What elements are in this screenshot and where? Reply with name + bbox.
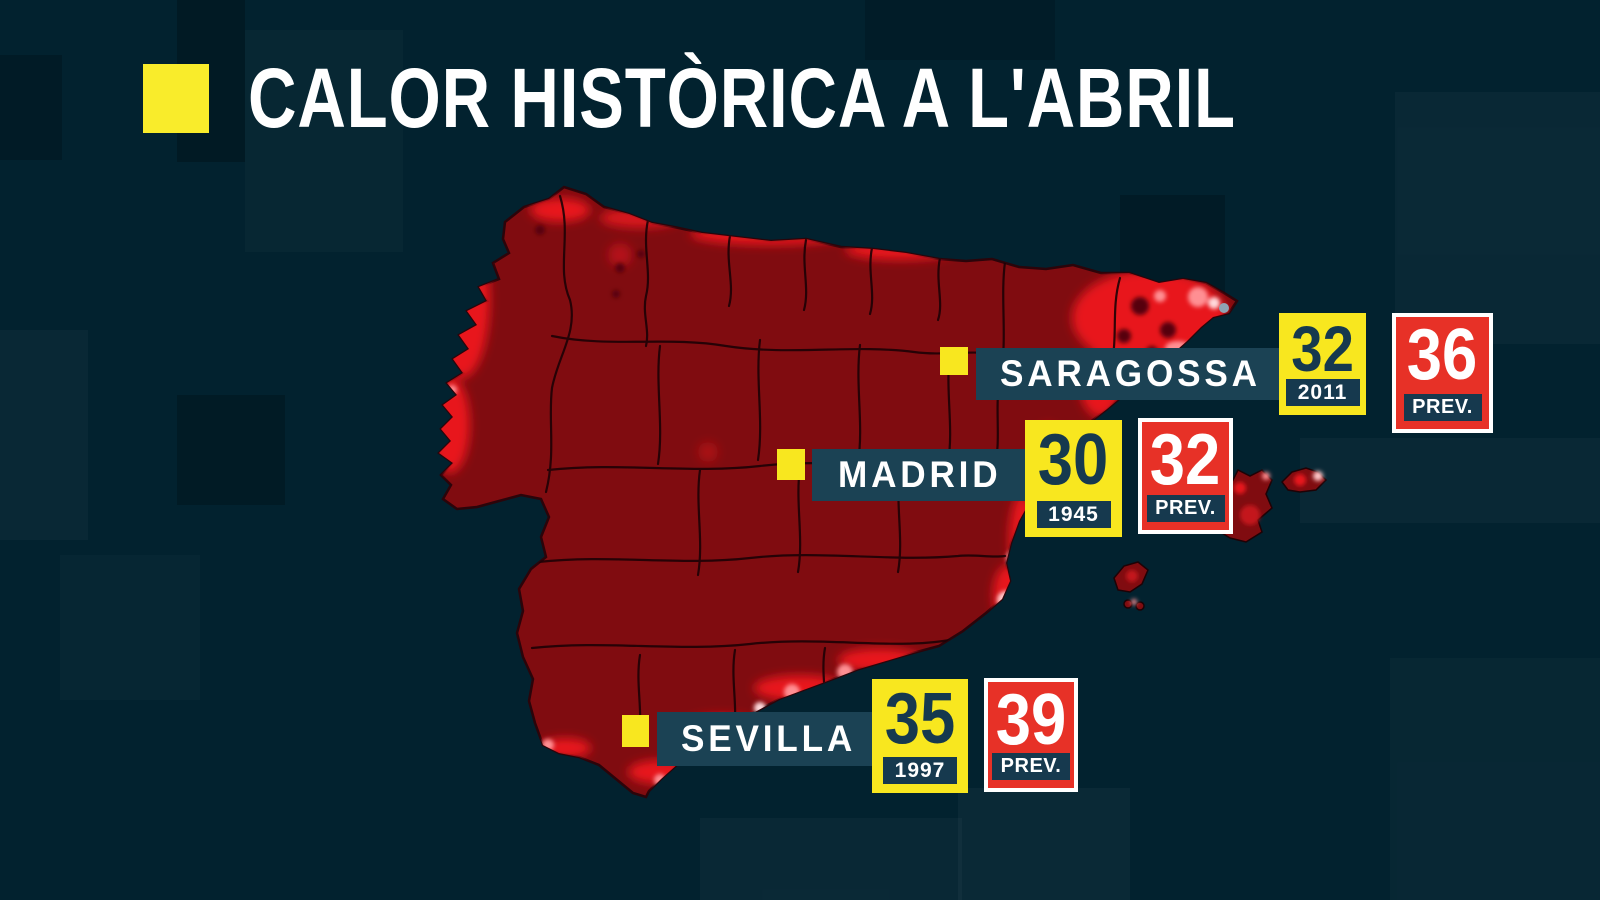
city-name-bar: SEVILLA <box>657 712 872 766</box>
city-marker-icon <box>940 347 968 375</box>
record-year: 1997 <box>894 758 946 782</box>
city-name-bar: SARAGOSSA <box>976 348 1279 400</box>
record-year-badge: 2011 <box>1285 379 1360 406</box>
bg-block <box>0 55 62 160</box>
city-name: SEVILLA <box>681 718 857 759</box>
page-title: CALOR HISTÒRICA A L'ABRIL <box>248 51 1236 145</box>
record-year-badge: 1997 <box>883 757 957 784</box>
record-year: 2011 <box>1297 380 1348 404</box>
record-box: 32 2011 <box>1279 313 1366 415</box>
bg-block <box>177 395 285 505</box>
forecast-badge: PREV. <box>1403 394 1482 421</box>
record-temp: 35 <box>884 679 956 759</box>
forecast-temp: 32 <box>1150 420 1221 500</box>
forecast-label: PREV. <box>1000 755 1062 778</box>
record-box: 35 1997 <box>872 679 968 793</box>
city-marker-icon <box>622 715 649 747</box>
forecast-badge: PREV. <box>1146 495 1225 522</box>
record-temp: 32 <box>1291 313 1354 385</box>
forecast-label: PREV. <box>1155 497 1216 519</box>
forecast-box: 39 PREV. <box>984 678 1078 792</box>
record-year-badge: 1945 <box>1036 501 1111 528</box>
forecast-badge: PREV. <box>992 753 1070 780</box>
forecast-box: 32 PREV. <box>1138 418 1233 534</box>
city-marker-icon <box>777 449 805 480</box>
forecast-label: PREV. <box>1412 396 1473 418</box>
record-temp: 30 <box>1038 420 1109 500</box>
forecast-box: 36 PREV. <box>1392 313 1493 433</box>
record-year: 1945 <box>1048 502 1099 526</box>
city-name-bar: MADRID <box>812 449 1025 501</box>
forecast-temp: 36 <box>1407 315 1478 395</box>
city-name: SARAGOSSA <box>1000 353 1261 394</box>
title-bullet-icon <box>143 64 209 133</box>
forecast-temp: 39 <box>995 680 1067 760</box>
bg-block <box>865 0 1055 60</box>
record-box: 30 1945 <box>1025 420 1122 537</box>
city-name: MADRID <box>838 454 1002 495</box>
